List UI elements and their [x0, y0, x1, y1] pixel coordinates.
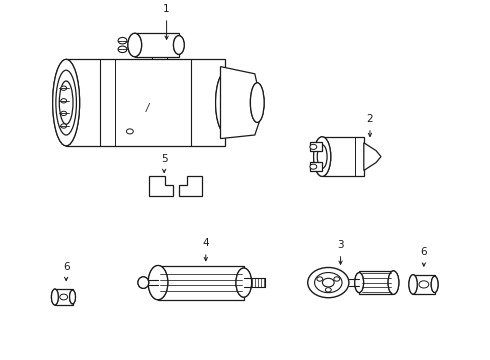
- Ellipse shape: [70, 290, 75, 304]
- Ellipse shape: [138, 277, 149, 288]
- Ellipse shape: [128, 33, 142, 57]
- Ellipse shape: [59, 81, 73, 124]
- Circle shape: [334, 277, 340, 281]
- Ellipse shape: [318, 145, 327, 168]
- Circle shape: [60, 294, 68, 300]
- Bar: [135, 33, 179, 57]
- Ellipse shape: [148, 266, 168, 300]
- Text: 2: 2: [367, 114, 373, 124]
- Ellipse shape: [236, 268, 252, 297]
- Ellipse shape: [236, 268, 252, 297]
- Circle shape: [61, 86, 67, 90]
- Ellipse shape: [355, 273, 364, 293]
- Ellipse shape: [70, 290, 75, 304]
- Ellipse shape: [431, 276, 438, 292]
- Circle shape: [308, 267, 349, 298]
- Ellipse shape: [128, 33, 142, 57]
- Ellipse shape: [53, 59, 79, 146]
- Circle shape: [322, 278, 334, 287]
- Ellipse shape: [51, 289, 58, 305]
- Text: /: /: [146, 103, 148, 113]
- Bar: [66, 59, 225, 146]
- Circle shape: [315, 273, 342, 293]
- Ellipse shape: [314, 137, 331, 176]
- Ellipse shape: [314, 137, 331, 176]
- Text: 4: 4: [202, 238, 209, 248]
- Text: 6: 6: [420, 247, 427, 257]
- Ellipse shape: [148, 266, 168, 300]
- Ellipse shape: [431, 276, 438, 292]
- Bar: [158, 266, 244, 300]
- Ellipse shape: [173, 36, 184, 54]
- Text: 6: 6: [63, 262, 70, 272]
- Ellipse shape: [216, 72, 235, 133]
- Circle shape: [310, 144, 317, 149]
- Ellipse shape: [388, 271, 399, 294]
- Bar: [55, 289, 73, 305]
- Bar: [310, 162, 322, 171]
- Text: 5: 5: [161, 154, 168, 164]
- Bar: [322, 137, 364, 176]
- Circle shape: [126, 129, 133, 134]
- Text: 1: 1: [163, 4, 170, 14]
- Polygon shape: [220, 67, 260, 139]
- Bar: [359, 271, 393, 294]
- Ellipse shape: [216, 72, 235, 133]
- Polygon shape: [149, 176, 173, 196]
- Ellipse shape: [56, 70, 76, 135]
- Circle shape: [325, 288, 331, 292]
- Ellipse shape: [409, 275, 417, 294]
- Bar: [413, 275, 435, 294]
- Ellipse shape: [51, 289, 58, 305]
- Circle shape: [317, 277, 323, 281]
- Ellipse shape: [409, 275, 417, 294]
- Circle shape: [61, 124, 67, 128]
- Circle shape: [118, 46, 127, 53]
- Ellipse shape: [250, 83, 264, 122]
- Ellipse shape: [53, 59, 79, 146]
- Ellipse shape: [388, 271, 399, 294]
- Circle shape: [61, 99, 67, 103]
- Circle shape: [118, 37, 127, 44]
- Bar: [310, 142, 322, 151]
- Polygon shape: [364, 143, 381, 171]
- Circle shape: [419, 281, 429, 288]
- Ellipse shape: [355, 273, 364, 293]
- Circle shape: [310, 164, 317, 169]
- Circle shape: [61, 111, 67, 116]
- Ellipse shape: [250, 83, 264, 122]
- Text: 3: 3: [337, 240, 344, 250]
- Polygon shape: [179, 176, 202, 196]
- Ellipse shape: [138, 277, 149, 288]
- Ellipse shape: [173, 36, 184, 54]
